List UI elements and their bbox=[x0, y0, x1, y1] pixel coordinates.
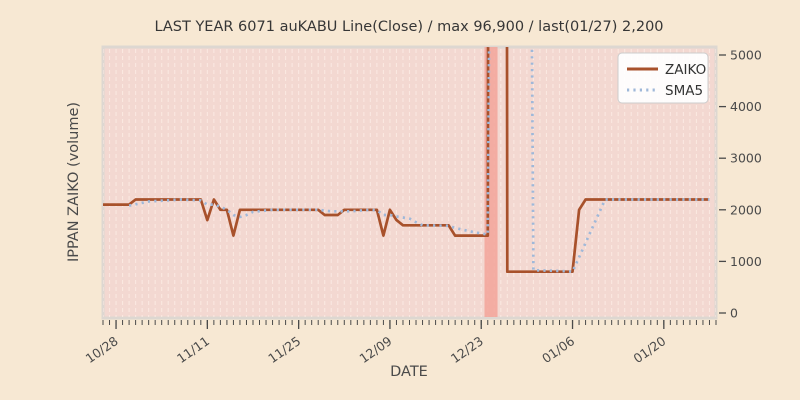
y-tick-label: 1000 bbox=[730, 254, 762, 269]
y-tick-label: 3000 bbox=[730, 151, 762, 166]
legend-sma5-label: SMA5 bbox=[665, 83, 703, 99]
legend-zaiko-label: ZAIKO bbox=[665, 62, 706, 78]
highlight-band bbox=[484, 47, 498, 317]
chart-title: LAST YEAR 6071 auKABU Line(Close) / max … bbox=[154, 19, 663, 35]
sma5-line bbox=[128, 47, 710, 274]
legend: ZAIKO SMA5 bbox=[617, 52, 709, 104]
y-axis-label: IPPAN ZAIKO (volume) bbox=[66, 102, 82, 262]
x-axis-label: DATE bbox=[390, 364, 428, 380]
y-axis: 0 1000 2000 3000 4000 5000 bbox=[719, 48, 762, 321]
y-tick-label: 0 bbox=[730, 306, 738, 321]
y-tick-label: 5000 bbox=[730, 48, 762, 63]
y-tick-label: 2000 bbox=[730, 202, 762, 217]
max-highlight-band bbox=[484, 47, 498, 317]
zaiko-line bbox=[103, 47, 710, 274]
data-series bbox=[103, 47, 710, 274]
y-tick-label: 4000 bbox=[730, 99, 762, 114]
